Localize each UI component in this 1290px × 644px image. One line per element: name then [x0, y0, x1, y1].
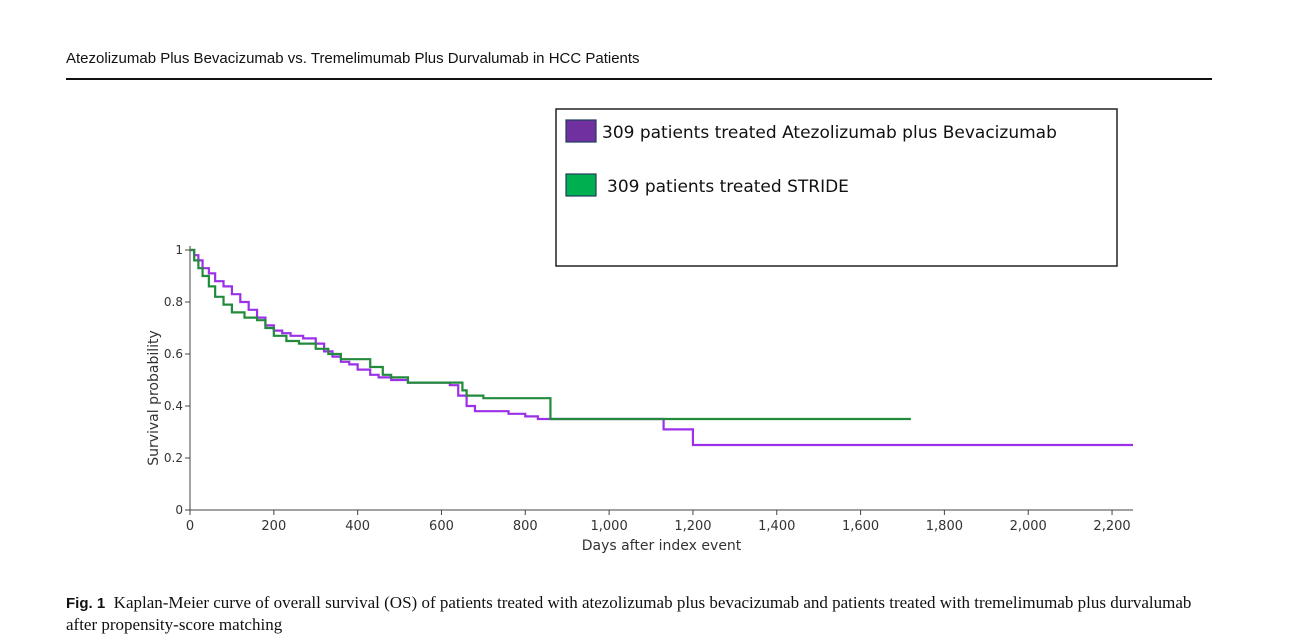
y-tick-label: 0: [175, 503, 183, 517]
chart-axes: 0 200 400 600 800 1,000 1,200 1,400 1,600 1,800 2,…: [146, 243, 1133, 554]
x-tick-label: 0: [186, 519, 194, 534]
chart-legend: 309 patients treated Atezolizumab plus B…: [555, 108, 1118, 267]
x-tick-label: 2,200: [1093, 519, 1130, 534]
caption-text: Kaplan-Meier curve of overall survival (…: [66, 593, 1192, 634]
x-tick-label: 1,600: [842, 519, 879, 534]
y-tick-label: 0.2: [164, 451, 183, 465]
legend-box: [555, 108, 1118, 267]
x-tick-label: 200: [261, 519, 286, 534]
kaplan-meier-chart: 0 200 400 600 800 1,000 1,200 1,400 1,600 1,800 2,…: [146, 108, 1133, 554]
x-tick-label: 600: [429, 519, 454, 534]
figure-caption: Fig. 1 Kaplan-Meier curve of overall sur…: [66, 592, 1216, 635]
x-axis-label: Days after index event: [582, 538, 742, 554]
header-rule: [66, 78, 1212, 80]
legend-label-series-2: 309 patients treated STRIDE: [607, 177, 849, 197]
x-tick-label: 800: [513, 519, 538, 534]
y-axis-label: Survival probability: [146, 330, 162, 466]
x-tick-label: 1,400: [758, 519, 795, 534]
x-tick-label: 1,200: [674, 519, 711, 534]
legend-swatch-series-2: [565, 173, 597, 197]
x-tick-label: 400: [345, 519, 370, 534]
y-tick-label: 0.4: [164, 399, 183, 413]
x-tick-label: 1,800: [926, 519, 963, 534]
y-tick-label: 1: [175, 243, 183, 257]
x-tick-label: 1,000: [591, 519, 628, 534]
caption-label: Fig. 1: [66, 595, 106, 612]
survival-curve-series-2: [190, 248, 911, 421]
y-tick-label: 0.6: [164, 347, 183, 361]
running-title: Atezolizumab Plus Bevacizumab vs. Tremel…: [66, 50, 640, 67]
legend-swatch-series-1: [565, 119, 597, 143]
x-tick-label: 2,000: [1010, 519, 1047, 534]
legend-label-series-1: 309 patients treated Atezolizumab plus B…: [602, 123, 1057, 143]
survival-curve-series-1: [190, 248, 1133, 447]
survival-curves: [190, 248, 1133, 447]
y-tick-label: 0.8: [164, 295, 183, 309]
